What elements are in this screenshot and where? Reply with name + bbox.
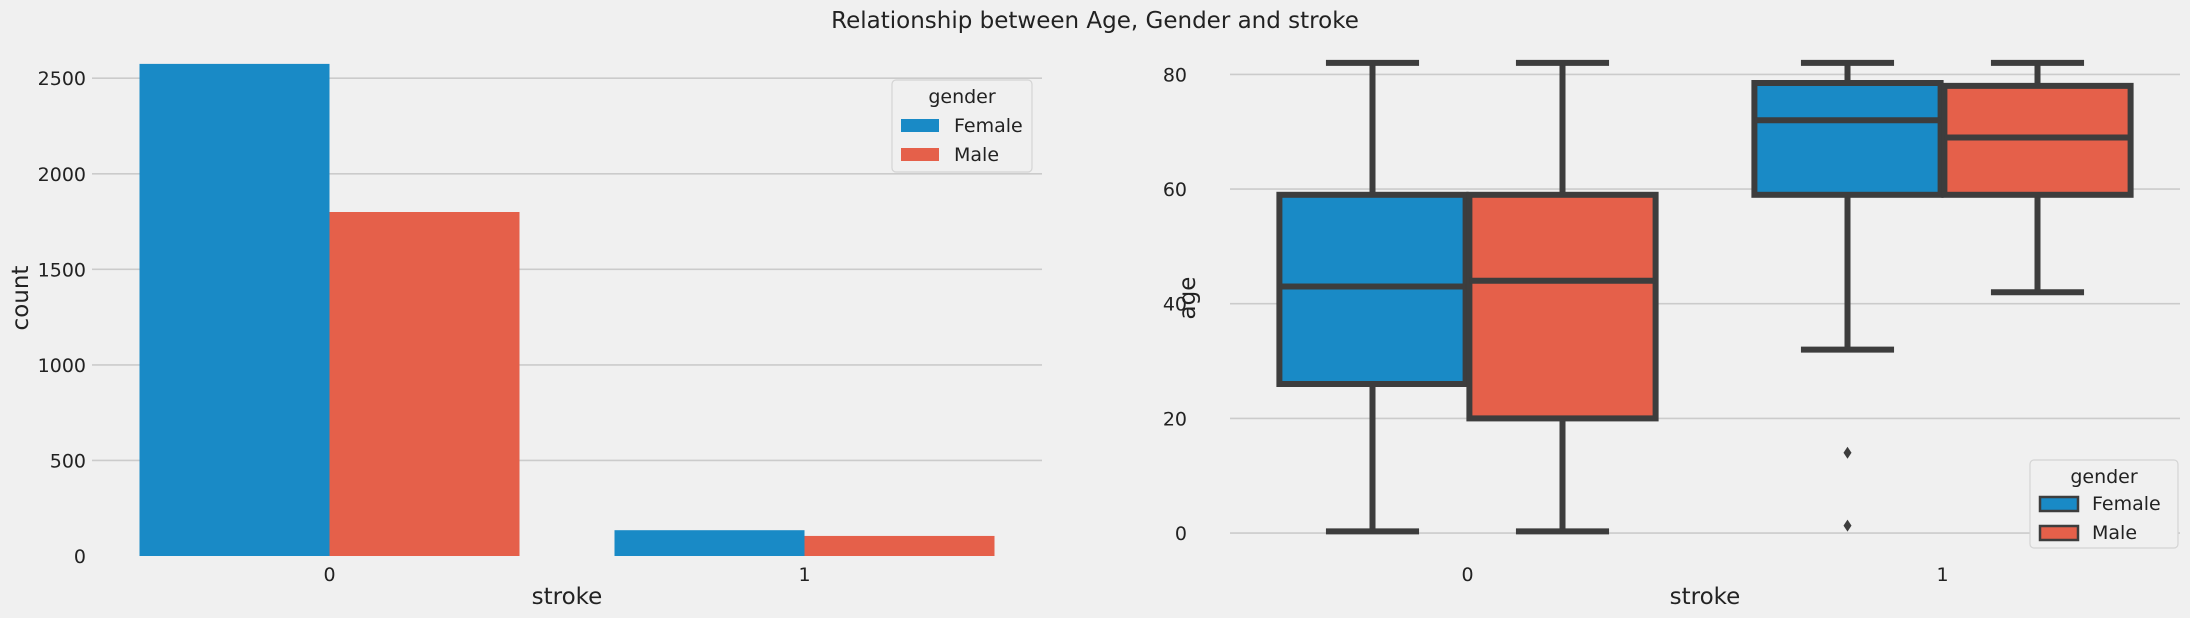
bar-male-1 xyxy=(804,535,995,556)
x-tick-label: 0 xyxy=(323,564,335,586)
y-tick-label: 40 xyxy=(1163,294,1187,316)
y-axis-label: age xyxy=(1175,277,1201,320)
box-chart: 0 20 40 60 80 0 1 stroke age gender Female Male xyxy=(1163,59,2180,610)
y-tick-label: 0 xyxy=(1175,523,1187,545)
y-tick-label: 500 xyxy=(50,450,86,472)
bar-female-0 xyxy=(139,63,330,557)
legend-label-female: Female xyxy=(954,115,1023,137)
box-male-0 xyxy=(1466,59,1659,535)
legend: gender Female Male xyxy=(2029,459,2179,549)
box-female-0 xyxy=(1276,59,1469,535)
legend-label-male: Male xyxy=(954,144,999,166)
outlier-point xyxy=(1843,446,1852,459)
y-tick-label: 2500 xyxy=(38,68,86,90)
legend: gender Female Male xyxy=(891,79,1033,173)
outlier-point xyxy=(1843,519,1852,532)
box-female-1 xyxy=(1751,59,1944,532)
box-body xyxy=(1751,80,1944,198)
x-tick-label: 0 xyxy=(1461,564,1473,586)
x-axis-label: stroke xyxy=(532,584,603,610)
y-tick-label: 1500 xyxy=(38,259,86,281)
legend-label-female: Female xyxy=(2092,493,2161,515)
bar-chart: 0 500 1000 1500 2000 2500 0 1 stroke count gender F… xyxy=(8,63,1042,610)
x-tick-label: 1 xyxy=(1936,564,1948,586)
legend-title: gender xyxy=(2070,466,2138,488)
legend-swatch-female xyxy=(901,119,939,132)
legend-label-male: Male xyxy=(2092,522,2137,544)
y-tick-label: 20 xyxy=(1163,408,1187,430)
legend-title: gender xyxy=(928,86,996,108)
figure-title: Relationship between Age, Gender and str… xyxy=(831,8,1359,34)
legend-swatch-male xyxy=(2038,524,2080,542)
y-tick-label: 60 xyxy=(1163,179,1187,201)
x-axis-label: stroke xyxy=(1670,584,1741,610)
box-male-1 xyxy=(1941,59,2134,296)
y-tick-label: 0 xyxy=(74,546,86,568)
x-tick-label: 1 xyxy=(798,564,810,586)
legend-swatch-male xyxy=(901,148,939,161)
y-tick-label: 1000 xyxy=(38,355,86,377)
bar-male-0 xyxy=(329,212,520,556)
box-body xyxy=(1466,191,1659,422)
y-axis-label: count xyxy=(8,266,34,331)
bar-female-1 xyxy=(614,530,805,556)
y-tick-label: 80 xyxy=(1163,64,1187,86)
y-tick-label: 2000 xyxy=(38,164,86,186)
legend-swatch-female xyxy=(2038,495,2080,513)
